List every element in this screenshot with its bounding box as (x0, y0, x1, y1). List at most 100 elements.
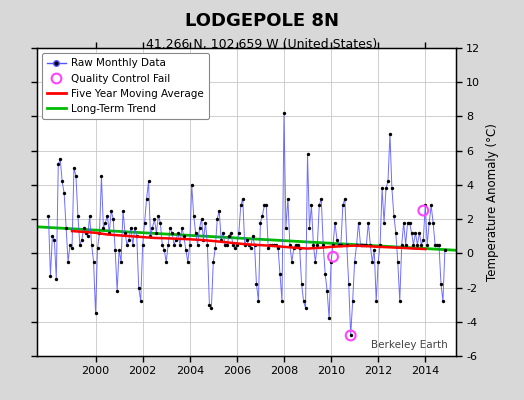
Point (241, 242, 249, 248)
Point (174, 230, 182, 236)
Point (129, 242, 137, 248)
Point (125, 236, 133, 243)
Point (282, 224, 290, 231)
Point (272, 242, 280, 248)
Point (44, 212, 52, 219)
Point (278, 298, 286, 304)
Point (291, 242, 300, 248)
Point (191, 230, 200, 236)
Point (252, 281, 260, 287)
Point (80, 224, 88, 231)
Point (276, 271, 284, 277)
Point (235, 230, 243, 236)
Point (262, 202, 270, 209)
Point (390, 212, 398, 219)
Text: Berkeley Earth: Berkeley Earth (371, 340, 447, 350)
Point (190, 212, 198, 219)
Point (227, 230, 235, 236)
Point (427, 202, 435, 209)
Point (401, 242, 410, 248)
Point (52, 276, 60, 282)
Point (83, 233, 92, 240)
Point (415, 230, 423, 236)
Point (101, 219, 110, 226)
Point (162, 259, 170, 265)
Point (231, 245, 239, 252)
Point (396, 298, 404, 304)
Point (243, 236, 251, 243)
Point (260, 202, 268, 209)
Point (198, 216, 206, 222)
Point (250, 242, 259, 248)
Legend: Raw Monthly Data, Quality Control Fail, Five Year Moving Average, Long-Term Tren: Raw Monthly Data, Quality Control Fail, … (42, 53, 209, 119)
Point (168, 230, 176, 236)
Point (219, 230, 227, 236)
Point (205, 302, 214, 308)
Point (172, 236, 180, 243)
Point (213, 216, 222, 222)
Point (70, 164, 78, 171)
Point (335, 242, 343, 248)
Point (341, 195, 349, 202)
Point (288, 259, 296, 265)
Point (233, 242, 241, 248)
Point (109, 216, 117, 222)
Point (283, 195, 292, 202)
Point (72, 173, 80, 180)
Point (409, 242, 418, 248)
Point (439, 298, 447, 304)
Point (419, 207, 428, 214)
Point (82, 230, 90, 236)
Point (384, 178, 392, 185)
Point (123, 242, 131, 248)
Point (54, 161, 62, 168)
Point (238, 195, 247, 202)
Point (425, 219, 433, 226)
Point (185, 242, 194, 248)
Point (343, 242, 351, 248)
Point (309, 242, 318, 248)
Point (188, 182, 196, 188)
Point (85, 212, 94, 219)
Point (146, 233, 155, 240)
Point (264, 245, 272, 252)
Point (329, 242, 337, 248)
Point (66, 242, 74, 248)
Point (356, 242, 365, 248)
Point (182, 247, 190, 253)
Point (366, 242, 375, 248)
Point (105, 230, 114, 236)
Point (144, 178, 152, 185)
Point (325, 315, 333, 322)
Point (195, 224, 204, 231)
Point (274, 245, 282, 252)
Point (303, 151, 312, 157)
Point (421, 202, 430, 209)
Point (97, 173, 106, 180)
Point (215, 207, 223, 214)
Point (127, 224, 135, 231)
Point (48, 233, 57, 240)
Point (429, 219, 438, 226)
Point (319, 242, 328, 248)
Point (201, 219, 210, 226)
Point (362, 242, 370, 248)
Point (160, 247, 168, 253)
Point (99, 224, 107, 231)
Point (406, 219, 414, 226)
Text: 41.266 N, 102.659 W (United States): 41.266 N, 102.659 W (United States) (146, 38, 378, 51)
Point (270, 242, 278, 248)
Point (351, 259, 359, 265)
Point (354, 219, 363, 226)
Point (140, 219, 149, 226)
Point (258, 212, 267, 219)
Point (50, 236, 59, 243)
Point (58, 178, 67, 185)
Point (407, 230, 416, 236)
Text: LODGEPOLE 8N: LODGEPOLE 8N (185, 12, 339, 30)
Point (93, 245, 102, 252)
Point (60, 190, 68, 197)
Point (91, 310, 100, 316)
Point (178, 224, 186, 231)
Point (148, 224, 157, 231)
